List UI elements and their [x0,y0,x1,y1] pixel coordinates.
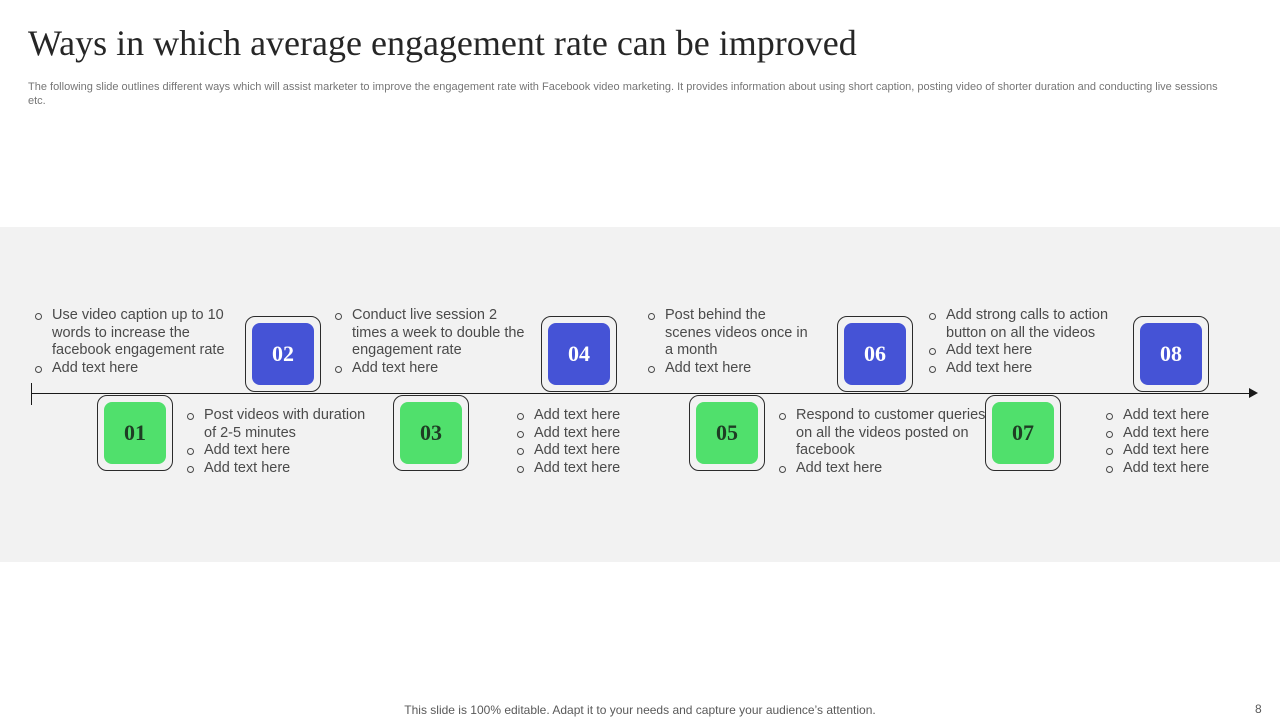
step-07-node: 07 [985,395,1061,471]
step-07-bullet-list: Add text here Add text here Add text her… [1106,407,1256,477]
step-06-bullet-list: Add strong calls to action button on all… [929,307,1129,377]
step-02-bullet-list: Conduct live session 2 times a week to d… [335,307,530,377]
step-01-number: 01 [104,402,166,464]
bullet-item: Add text here [648,360,808,378]
timeline-axis [32,393,1250,394]
step-05-number: 05 [696,402,758,464]
bullet-item: Add text here [1106,442,1256,460]
bullet-item: Post behind the scenes videos once in a … [648,307,808,360]
step-05-bullet-list: Respond to customer queries on all the v… [779,407,994,477]
step-08-node: 08 [1133,316,1209,392]
timeline-band [0,227,1280,562]
step-01-bullet-list: Post videos with duration of 2-5 minutes… [187,407,377,477]
step-04-bullet-list: Post behind the scenes videos once in a … [648,307,808,377]
bullet-item: Add text here [335,360,530,378]
timeline-start-tick [31,383,32,405]
bullet-item: Add text here [35,360,230,378]
bullet-item: Add text here [517,407,667,425]
step-08-number: 08 [1140,323,1202,385]
step-03-bullet-list: Add text here Add text here Add text her… [517,407,667,477]
step-06-number: 06 [844,323,906,385]
slide-title: Ways in which average engagement rate ca… [28,23,857,63]
bullet-item: Add text here [929,360,1129,378]
step-05-node: 05 [689,395,765,471]
step-02-node: 02 [245,316,321,392]
bullet-item: Add text here [779,460,994,478]
bullet-item: Respond to customer queries on all the v… [779,407,994,460]
bullet-item: Add text here [517,460,667,478]
slide-footer: This slide is 100% editable. Adapt it to… [404,703,876,717]
step-07-number: 07 [992,402,1054,464]
bullet-item: Post videos with duration of 2-5 minutes [187,407,377,442]
bullet-item: Add text here [1106,460,1256,478]
bullet-item: Add text here [929,342,1129,360]
step-06-node: 06 [837,316,913,392]
bullet-item: Add strong calls to action button on all… [929,307,1129,342]
step-04-node: 04 [541,316,617,392]
intro-bullet-list: Use video caption up to 10 words to incr… [35,307,230,377]
bullet-item: Add text here [517,425,667,443]
step-03-number: 03 [400,402,462,464]
bullet-item: Add text here [187,460,377,478]
step-01-node: 01 [97,395,173,471]
bullet-item: Add text here [1106,407,1256,425]
page-number: 8 [1255,702,1262,716]
bullet-item: Add text here [517,442,667,460]
bullet-item: Use video caption up to 10 words to incr… [35,307,230,360]
step-04-number: 04 [548,323,610,385]
slide-subtitle: The following slide outlines different w… [28,81,1218,107]
step-03-node: 03 [393,395,469,471]
step-02-number: 02 [252,323,314,385]
bullet-item: Add text here [1106,425,1256,443]
timeline-arrow-icon [1249,388,1258,398]
bullet-item: Add text here [187,442,377,460]
bullet-item: Conduct live session 2 times a week to d… [335,307,530,360]
